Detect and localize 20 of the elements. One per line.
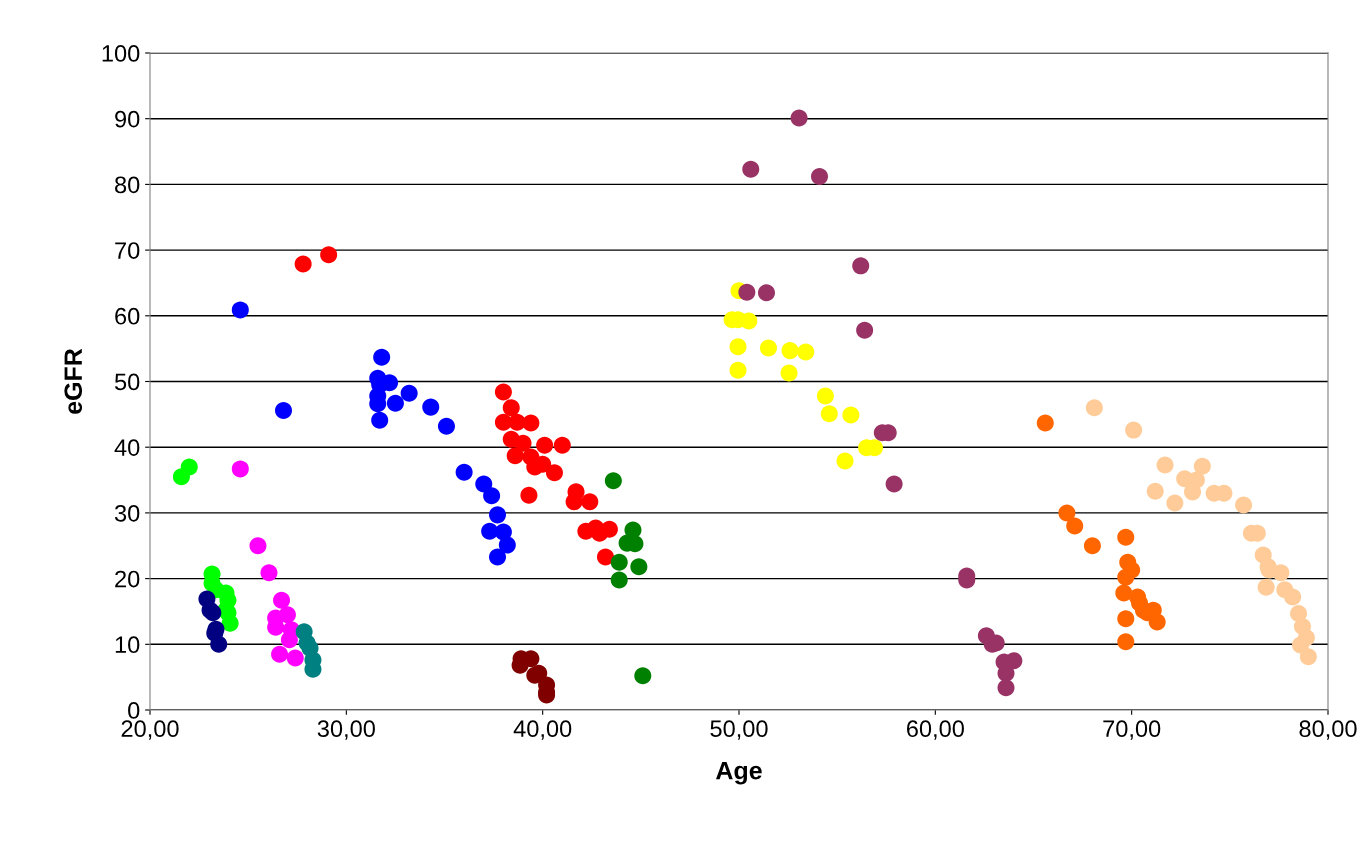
x-axis-title: Age <box>716 761 762 785</box>
x-tick-label: 60,00 <box>906 720 964 740</box>
x-tick-label: 80,00 <box>1299 720 1357 740</box>
x-tick-label: 70,00 <box>1103 720 1161 740</box>
y-tick-label: 70 <box>115 242 140 259</box>
y-tick-label: 30 <box>114 504 140 522</box>
x-tick-label: 30,00 <box>317 720 375 740</box>
x-tick-label: 40,00 <box>513 720 572 740</box>
y-tick-label: 100 <box>102 45 140 62</box>
y-tick-label: 40 <box>114 439 140 456</box>
y-axis-title: eGFR <box>64 348 83 414</box>
y-tick-label: 20 <box>115 570 140 588</box>
y-tick-label: 90 <box>115 110 140 128</box>
y-tick-label: 0 <box>128 702 140 719</box>
x-tick-label: 20,00 <box>121 720 179 740</box>
y-tick-label: 10 <box>115 636 140 654</box>
y-tick-label: 50 <box>114 373 140 391</box>
x-tick-label: 50,00 <box>710 720 768 740</box>
y-tick-label: 60 <box>115 307 140 325</box>
y-tick-label: 80 <box>115 176 140 194</box>
